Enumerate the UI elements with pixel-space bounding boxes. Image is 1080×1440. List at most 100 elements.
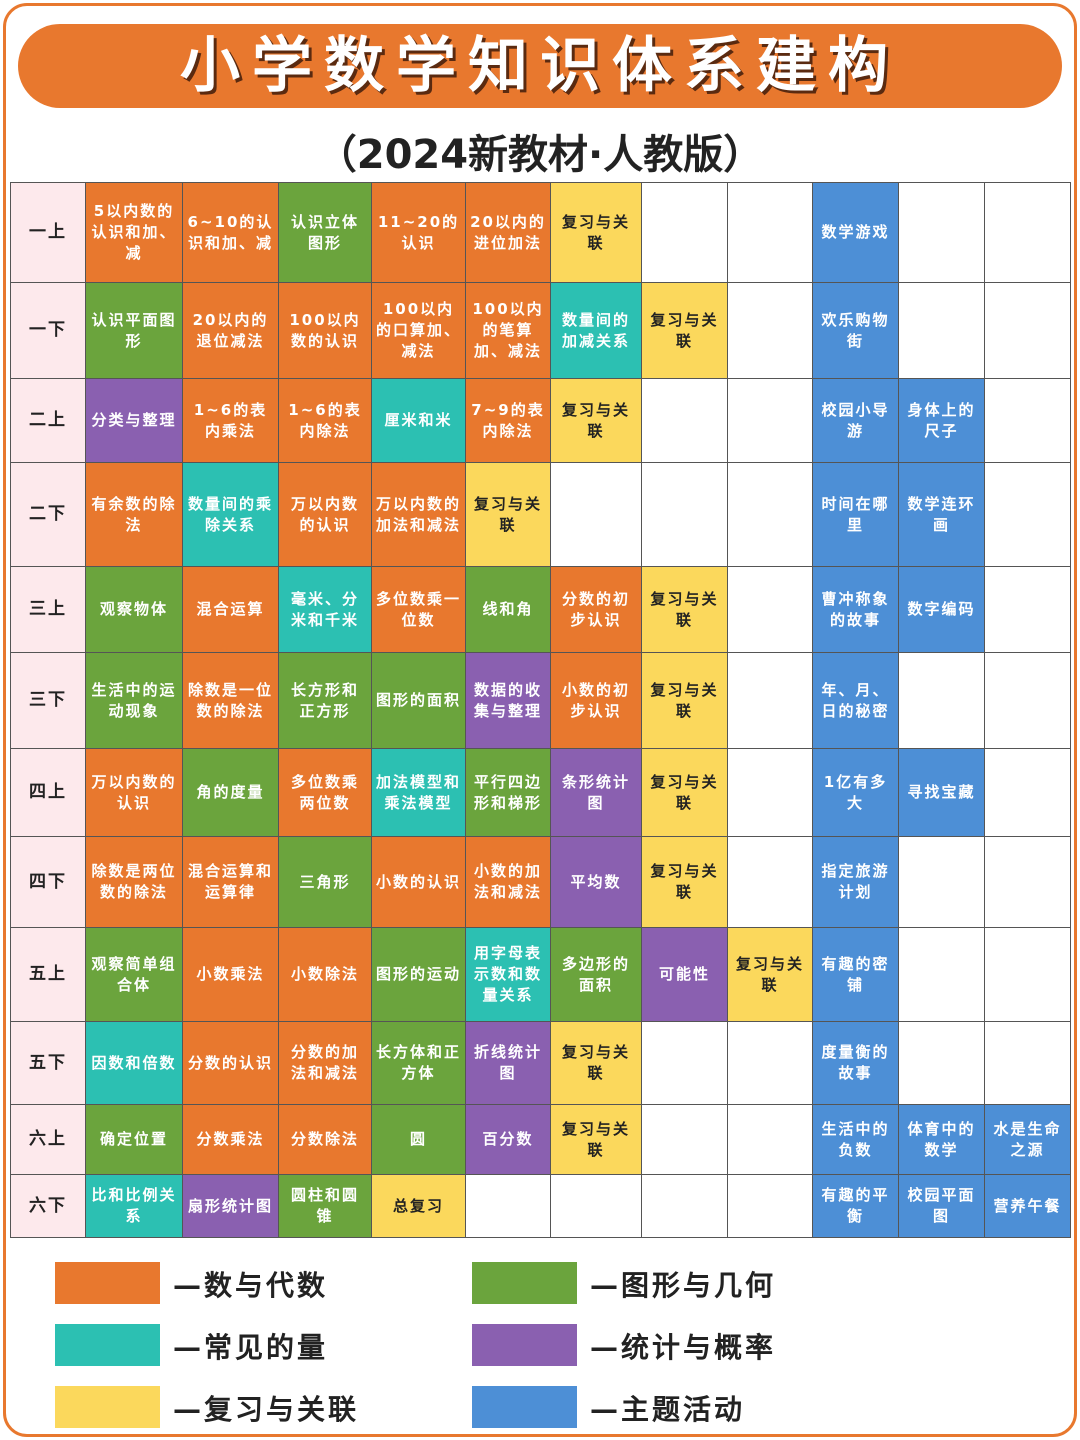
topic-cell: 复习与关联 [641, 652, 728, 749]
topic-cell: 数量间的乘除关系 [182, 462, 279, 567]
empty-cell [898, 652, 985, 749]
topic-cell: 身体上的尺子 [898, 378, 985, 463]
topic-cell: 指定旅游计划 [812, 836, 899, 928]
empty-cell [727, 282, 813, 379]
row-label: 五上 [10, 927, 86, 1022]
topic-cell: 复习与关联 [641, 836, 728, 928]
empty-cell [727, 462, 813, 567]
topic-cell: 折线统计图 [465, 1021, 551, 1105]
topic-cell: 11~20的认识 [371, 182, 466, 283]
row-label: 一下 [10, 282, 86, 379]
empty-cell [898, 182, 985, 283]
topic-cell: 欢乐购物街 [812, 282, 899, 379]
topic-cell: 分数的初步认识 [550, 566, 642, 653]
topic-cell: 分数的加法和减法 [278, 1021, 372, 1105]
empty-cell [727, 566, 813, 653]
topic-cell: 数学游戏 [812, 182, 899, 283]
topic-cell: 条形统计图 [550, 748, 642, 837]
row-label: 四上 [10, 748, 86, 837]
empty-cell [641, 182, 728, 283]
legend-label: —常见的量 [173, 1331, 329, 1364]
topic-cell: 体育中的数学 [898, 1104, 985, 1175]
empty-cell [641, 1104, 728, 1175]
topic-cell: 小数乘法 [182, 927, 279, 1022]
empty-cell [898, 836, 985, 928]
empty-cell [727, 1104, 813, 1175]
topic-cell: 100以内的口算加、减法 [371, 282, 466, 379]
topic-cell: 1亿有多大 [812, 748, 899, 837]
topic-cell: 复习与关联 [550, 378, 642, 463]
legend-swatch [55, 1262, 160, 1304]
empty-cell [727, 836, 813, 928]
topic-cell: 小数除法 [278, 927, 372, 1022]
empty-cell [898, 282, 985, 379]
empty-cell [984, 927, 1071, 1022]
topic-cell: 寻找宝藏 [898, 748, 985, 837]
empty-cell [984, 182, 1071, 283]
topic-cell: 小数的初步认识 [550, 652, 642, 749]
empty-cell [550, 1174, 642, 1238]
row-label: 三上 [10, 566, 86, 653]
topic-cell: 20以内的退位减法 [182, 282, 279, 379]
subtitle: （2024新教材·人教版） [316, 132, 764, 178]
topic-cell: 校园平面图 [898, 1174, 985, 1238]
topic-cell: 水是生命之源 [984, 1104, 1071, 1175]
empty-cell [641, 378, 728, 463]
topic-cell: 线和角 [465, 566, 551, 653]
row-label: 二上 [10, 378, 86, 463]
empty-cell [898, 927, 985, 1022]
row-label: 六下 [10, 1174, 86, 1238]
topic-cell: 万以内数的认识 [85, 748, 183, 837]
topic-cell: 复习与关联 [641, 748, 728, 837]
legend-label: —图形与几何 [590, 1269, 777, 1302]
topic-cell: 7~9的表内除法 [465, 378, 551, 463]
topic-cell: 分数乘法 [182, 1104, 279, 1175]
topic-cell: 数学连环画 [898, 462, 985, 567]
topic-cell: 有趣的密铺 [812, 927, 899, 1022]
topic-cell: 度量衡的故事 [812, 1021, 899, 1105]
topic-cell: 混合运算 [182, 566, 279, 653]
empty-cell [641, 1021, 728, 1105]
empty-cell [727, 378, 813, 463]
topic-cell: 100以内的笔算加、减法 [465, 282, 551, 379]
empty-cell [641, 1174, 728, 1238]
topic-cell: 5以内数的认识和加、减 [85, 182, 183, 283]
topic-cell: 复习与关联 [641, 566, 728, 653]
empty-cell [727, 182, 813, 283]
topic-cell: 除数是一位数的除法 [182, 652, 279, 749]
topic-cell: 复习与关联 [550, 182, 642, 283]
topic-cell: 图形的运动 [371, 927, 466, 1022]
topic-cell: 认识立体图形 [278, 182, 372, 283]
topic-cell: 有余数的除法 [85, 462, 183, 567]
topic-cell: 圆 [371, 1104, 466, 1175]
legend-swatch [55, 1386, 160, 1428]
topic-cell: 数量间的加减关系 [550, 282, 642, 379]
empty-cell [984, 836, 1071, 928]
topic-cell: 平均数 [550, 836, 642, 928]
topic-cell: 年、月、日的秘密 [812, 652, 899, 749]
topic-cell: 观察物体 [85, 566, 183, 653]
legend-label: —统计与概率 [590, 1331, 777, 1364]
row-label: 一上 [10, 182, 86, 283]
legend-swatch [55, 1324, 160, 1366]
topic-cell: 总复习 [371, 1174, 466, 1238]
frame [3, 3, 1077, 1437]
empty-cell [550, 462, 642, 567]
legend-label: —主题活动 [590, 1393, 746, 1426]
topic-cell: 除数是两位数的除法 [85, 836, 183, 928]
topic-cell: 复习与关联 [465, 462, 551, 567]
empty-cell [465, 1174, 551, 1238]
empty-cell [727, 652, 813, 749]
topic-cell: 圆柱和圆锥 [278, 1174, 372, 1238]
topic-cell: 三角形 [278, 836, 372, 928]
topic-cell: 复习与关联 [550, 1104, 642, 1175]
empty-cell [984, 378, 1071, 463]
empty-cell [641, 462, 728, 567]
empty-cell [727, 1174, 813, 1238]
topic-cell: 校园小导游 [812, 378, 899, 463]
topic-cell: 数据的收集与整理 [465, 652, 551, 749]
legend-label: —数与代数 [173, 1269, 329, 1302]
empty-cell [984, 1021, 1071, 1105]
row-label: 六上 [10, 1104, 86, 1175]
